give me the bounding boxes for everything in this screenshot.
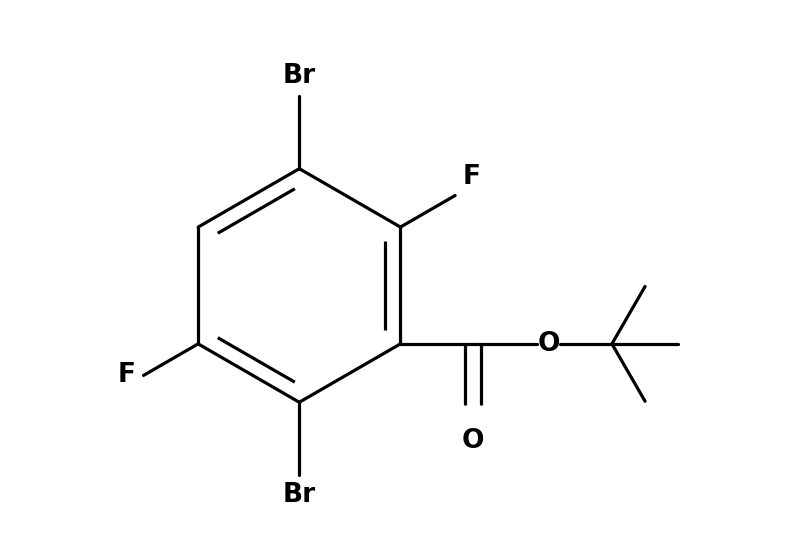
Text: Br: Br: [283, 62, 316, 88]
Text: F: F: [118, 363, 136, 389]
Text: Br: Br: [283, 482, 316, 508]
Text: F: F: [463, 164, 481, 190]
Text: O: O: [537, 331, 560, 357]
Text: O: O: [462, 428, 485, 454]
